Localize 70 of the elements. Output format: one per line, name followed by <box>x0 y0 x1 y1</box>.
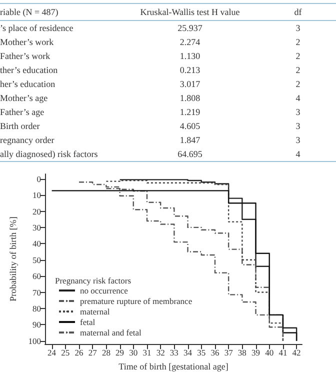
x-tick-label: 35 <box>197 348 206 358</box>
legend-label: no occurrence <box>80 286 128 296</box>
legend-label: maternal and fetal <box>80 328 142 338</box>
x-tick-label: 26 <box>74 348 84 358</box>
text: her’s education <box>0 78 56 91</box>
x-tick-label: 27 <box>88 348 97 358</box>
text: ther’s education <box>0 64 59 77</box>
text: 2 <box>294 64 302 77</box>
y-tick-label: 100 <box>28 336 41 346</box>
legend-label: maternal <box>80 306 110 316</box>
legend-title: Pregnancy risk factors <box>55 276 132 286</box>
text: 3 <box>294 120 302 133</box>
text: ally diagnosed) risk factors <box>0 148 99 161</box>
y-tick-label: 20 <box>32 206 41 216</box>
y-tick-label: 50 <box>32 254 41 265</box>
y-tick-label: 60 <box>32 271 41 282</box>
x-tick-label: 36 <box>210 348 220 358</box>
x-tick-label: 25 <box>61 348 70 358</box>
text: 25.937 <box>176 22 204 35</box>
x-tick-label: 42 <box>292 348 301 358</box>
y-tick-label: 30 <box>32 222 41 232</box>
y-axis-title: Probability of birth [%] <box>8 216 18 302</box>
text: 2 <box>294 50 302 63</box>
text: 3 <box>294 134 302 147</box>
y-tick-label: 70 <box>32 287 41 298</box>
text: riable (N = 487) <box>0 4 120 21</box>
y-tick-label: 10 <box>32 190 41 200</box>
text: Father’s age <box>0 106 46 119</box>
text: 1.847 <box>178 134 202 147</box>
text: Birth order <box>0 120 41 133</box>
x-tick-label: 32 <box>156 348 165 358</box>
x-tick-label: 37 <box>224 348 233 358</box>
text: 1.219 <box>178 106 202 119</box>
legend-label: premature rupture of membrance <box>80 296 192 306</box>
y-tick-label: 40 <box>32 238 41 249</box>
text: regnancy order <box>0 134 56 147</box>
x-tick-label: 40 <box>265 348 274 358</box>
x-tick-label: 39 <box>252 348 260 358</box>
x-tick-label: 41 <box>278 348 288 358</box>
text: Father’s work <box>0 50 52 63</box>
x-tick-label: 34 <box>184 348 193 358</box>
text: 2 <box>294 78 302 91</box>
x-tick-label: 33 <box>170 348 178 358</box>
text: 0.213 <box>178 64 202 77</box>
text: 3 <box>294 106 302 119</box>
x-tick-label: 30 <box>129 348 138 358</box>
x-tick-label: 24 <box>48 348 57 358</box>
text: 4 <box>294 148 302 161</box>
text: 1.130 <box>178 50 202 63</box>
x-tick-label: 28 <box>102 348 110 358</box>
text: 2.274 <box>178 36 202 49</box>
text: 1.808 <box>178 92 202 105</box>
text: df <box>260 4 336 21</box>
x-axis-title: Time of birth [gestational age] <box>118 362 228 372</box>
x-tick-label: 29 <box>116 348 124 358</box>
text: 4.605 <box>178 120 202 133</box>
text: Mother’s work <box>0 36 55 49</box>
text: 64.695 <box>176 148 204 161</box>
text: ’s place of residence <box>0 22 74 35</box>
y-tick-label: 80 <box>32 303 41 314</box>
text: 4 <box>294 92 302 105</box>
legend-label: fetal <box>80 317 96 327</box>
text: Kruskal-Wallis test H value <box>120 4 260 21</box>
text: Mother’s age <box>0 92 49 105</box>
x-tick-label: 31 <box>142 348 152 358</box>
text: 3 <box>294 22 302 35</box>
y-tick-label: 90 <box>32 320 41 330</box>
text: 3.017 <box>178 78 202 91</box>
x-tick-label: 38 <box>238 348 246 358</box>
text: 2 <box>294 36 302 49</box>
